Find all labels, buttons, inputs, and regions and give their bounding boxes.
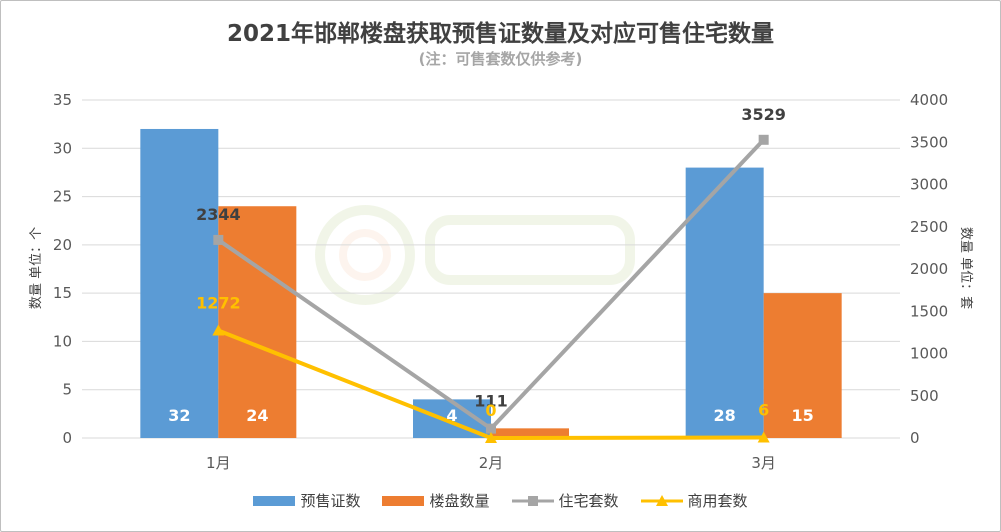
- legend-item-residential: 住宅套数: [511, 490, 619, 511]
- left-tick-label: 15: [53, 284, 72, 302]
- legend-label-building: 楼盘数量: [429, 492, 490, 510]
- bar: [685, 167, 764, 438]
- line-marker: [757, 431, 770, 443]
- legend-label-presale: 预售证数: [300, 492, 361, 510]
- legend-swatch-presale: [253, 495, 296, 506]
- right-tick-label: 3000: [910, 176, 948, 194]
- legend-swatch-building: [382, 495, 425, 506]
- bar-data-label: 24: [246, 406, 268, 425]
- right-axis-label: 数量 单位：套: [958, 227, 974, 309]
- legend-item-presale: 预售证数: [253, 490, 360, 511]
- right-tick-label: 1000: [910, 345, 948, 363]
- line-marker: [212, 324, 225, 336]
- line-marker: [485, 432, 497, 443]
- watermark-logo: [315, 205, 635, 305]
- right-tick-label: 2500: [910, 218, 948, 236]
- legend-item-building: 楼盘数量: [382, 490, 490, 511]
- chart-legend: 预售证数 楼盘数量 住宅套数 商用套数: [0, 490, 1001, 511]
- chart-subtitle: (注：可售套数仅供参考): [418, 50, 583, 68]
- line-data-label: 3529: [741, 105, 786, 124]
- legend-swatch-residential: [511, 495, 554, 506]
- bar-data-label: 28: [714, 406, 736, 425]
- left-tick-label: 10: [53, 332, 72, 350]
- left-axis-label: 数量 单位：个: [29, 227, 44, 309]
- legend-label-commercial: 商用套数: [687, 492, 748, 510]
- legend-label-residential: 住宅套数: [558, 492, 619, 510]
- left-tick-label: 35: [53, 91, 72, 109]
- bar: [763, 293, 842, 438]
- right-tick-label: 4000: [910, 91, 948, 109]
- left-tick-label: 20: [53, 236, 72, 254]
- right-tick-label: 1500: [910, 302, 948, 320]
- line-data-label: 1272: [196, 294, 241, 313]
- bar-data-label: 15: [792, 406, 814, 425]
- x-tick-label: 1月: [206, 454, 231, 472]
- left-tick-label: 30: [53, 139, 72, 157]
- left-tick-label: 5: [62, 381, 72, 399]
- series-line: [217, 138, 766, 432]
- line-data-label: 6: [758, 400, 769, 419]
- bar-data-label: 4: [446, 406, 457, 425]
- right-tick-label: 3500: [910, 133, 948, 151]
- line-data-label: 0: [485, 401, 496, 420]
- x-tick-label: 2月: [479, 454, 504, 472]
- legend-item-commercial: 商用套数: [640, 490, 748, 511]
- left-tick-label: 25: [53, 188, 72, 206]
- legend-swatch-commercial: [640, 494, 683, 506]
- line-marker: [213, 234, 224, 245]
- bar: [491, 428, 569, 438]
- left-tick-label: 0: [62, 429, 72, 447]
- chart-title: 2021年邯郸楼盘获取预售证数量及对应可售住宅数量: [226, 21, 774, 47]
- bar-data-label: 32: [168, 406, 190, 425]
- line-data-label: 111: [474, 392, 507, 411]
- x-tick-label: 3月: [751, 454, 776, 472]
- right-tick-label: 0: [910, 429, 920, 447]
- bar: [140, 128, 219, 438]
- line-data-label: 2344: [196, 205, 241, 224]
- right-tick-label: 2000: [910, 260, 948, 278]
- line-marker: [486, 423, 496, 434]
- line-marker: [758, 134, 769, 145]
- right-tick-label: 500: [910, 387, 939, 405]
- bar: [218, 206, 297, 438]
